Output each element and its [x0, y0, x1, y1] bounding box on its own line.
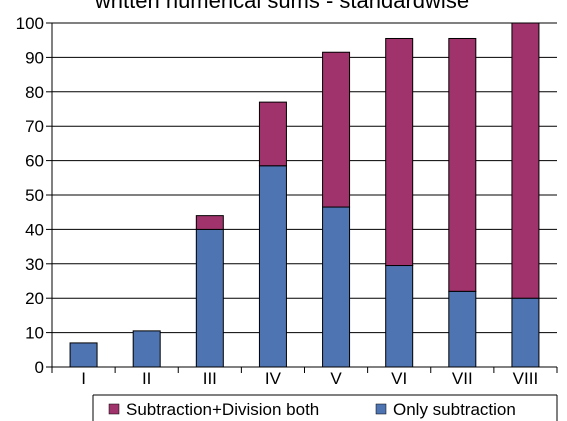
bar-segment	[322, 206, 351, 368]
x-tick-label: VI	[391, 369, 407, 388]
y-tick-label: 0	[35, 358, 44, 377]
axes	[46, 22, 558, 373]
x-tick-label: III	[203, 369, 217, 388]
bar-segment	[511, 297, 540, 368]
gridlines	[52, 22, 557, 334]
bar-segment	[195, 228, 224, 368]
y-tick-label: 20	[25, 289, 44, 308]
y-tick-label: 10	[25, 324, 44, 343]
y-tick-label: 90	[25, 48, 44, 67]
bar-segment	[69, 342, 98, 368]
y-tick-label: 30	[25, 255, 44, 274]
y-tick-label: 80	[25, 83, 44, 102]
y-tick-label: 100	[16, 14, 44, 33]
x-tick-label: II	[142, 369, 151, 388]
bar-segment	[195, 215, 224, 230]
bar-segment	[258, 165, 287, 368]
x-tick-label: I	[81, 369, 86, 388]
legend-label: Subtraction+Division both	[126, 400, 319, 419]
x-tick-label: VII	[452, 369, 473, 388]
x-tick-label: IV	[265, 369, 282, 388]
legend-swatch	[375, 403, 387, 415]
y-tick-label: 40	[25, 220, 44, 239]
bar-segment	[385, 37, 414, 267]
legend-swatch	[108, 403, 120, 415]
y-tick-label: 60	[25, 152, 44, 171]
bar-segment	[258, 101, 287, 167]
legend: Subtraction+Division both Only subtractio…	[92, 394, 558, 421]
bar-segment	[385, 265, 414, 368]
y-tick-labels: 0 10 20 30 40 50 60 70 80 90 100	[16, 14, 44, 377]
legend-label: Only subtraction	[393, 400, 516, 419]
bar-segment	[322, 51, 351, 208]
bar-segment	[448, 290, 477, 368]
x-tick-label: V	[330, 369, 342, 388]
bar-segment	[448, 37, 477, 292]
chart-title: written numerical sums - standardwise	[94, 0, 469, 13]
bar-segment	[511, 22, 540, 299]
x-tick-label: VIII	[513, 369, 539, 388]
y-tick-label: 70	[25, 117, 44, 136]
x-tick-labels: I II III IV V VI VII VIII	[81, 369, 538, 388]
y-tick-label: 50	[25, 186, 44, 205]
bar-segment	[132, 330, 161, 368]
